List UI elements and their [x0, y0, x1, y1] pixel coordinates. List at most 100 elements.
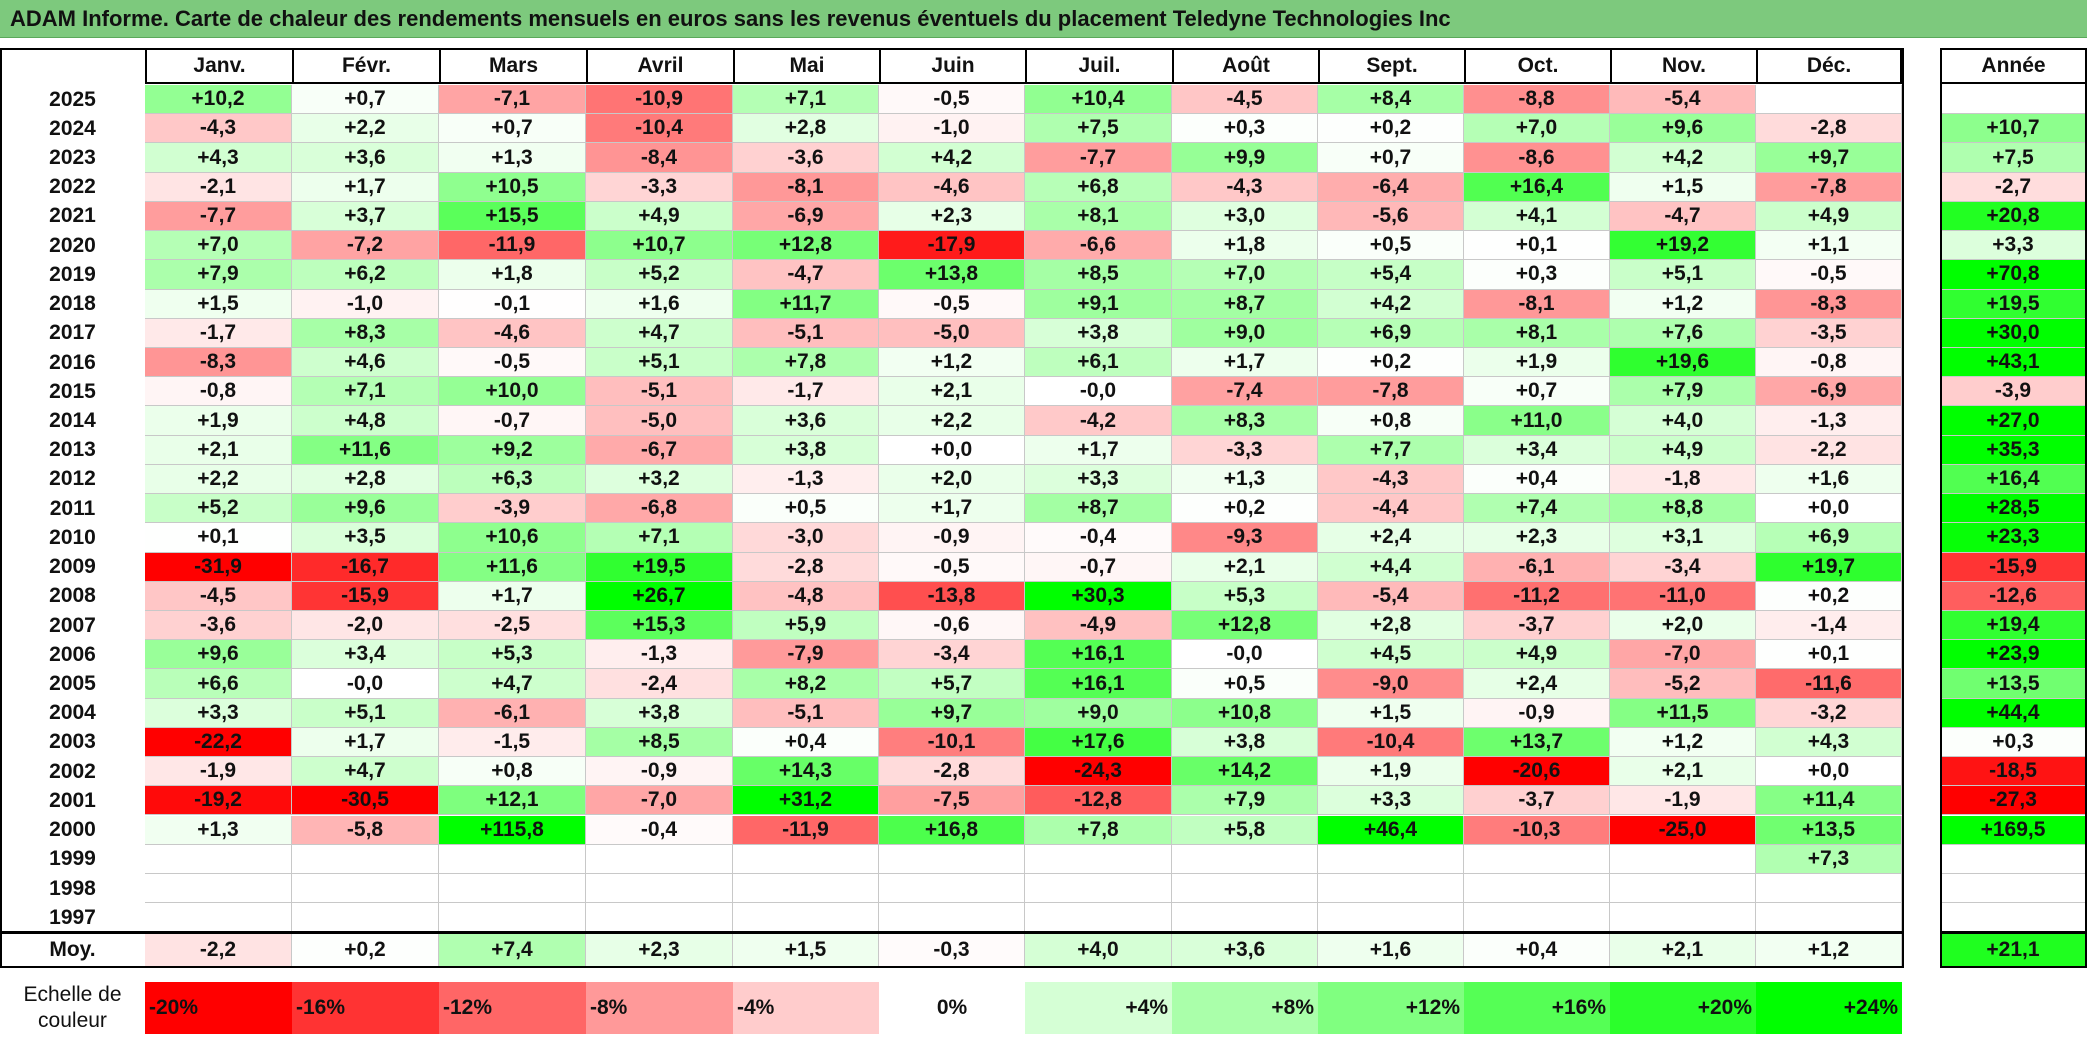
heatmap-cell: +2,3	[879, 201, 1025, 232]
annual-cell: +13,5	[1940, 669, 2087, 699]
heatmap-cell: -30,5	[292, 786, 439, 816]
heatmap-cell: -6,7	[586, 435, 733, 465]
heatmap-cell: -7,7	[145, 201, 292, 232]
heatmap-cell: +9,7	[879, 698, 1025, 728]
heatmap-cell: -8,1	[733, 172, 879, 202]
heatmap-cell: +19,2	[1610, 231, 1756, 261]
heatmap-cell: -15,9	[292, 581, 439, 611]
heatmap-cell: +3,8	[733, 435, 879, 465]
heatmap-cell: -1,5	[439, 727, 586, 758]
annual-cell: +7,5	[1940, 143, 2087, 173]
heatmap-cell: -4,5	[145, 581, 292, 611]
year-label: 2002	[49, 759, 96, 783]
year-label: 1998	[49, 876, 96, 900]
heatmap-cell	[1610, 873, 1756, 904]
heatmap-cell: -31,9	[145, 552, 292, 582]
heatmap-cell: +4,4	[1318, 552, 1464, 582]
heatmap-cell: +10,5	[439, 172, 586, 202]
heatmap-cell: -3,6	[733, 143, 879, 173]
heatmap-cell: +1,5	[145, 289, 292, 319]
annual-cell: -15,9	[1940, 552, 2087, 582]
month-header: Déc.	[1756, 48, 1902, 84]
month-header: Oct.	[1464, 48, 1612, 84]
heatmap-cell: +9,6	[292, 494, 439, 524]
heatmap-cell: +0,8	[1318, 406, 1464, 436]
heatmap-cell: -11,0	[1610, 581, 1756, 611]
heatmap-cell: +10,7	[586, 231, 733, 261]
average-cell: +7,4	[439, 932, 586, 968]
heatmap-cell: -7,7	[1025, 143, 1172, 173]
heatmap-cell: +3,1	[1610, 523, 1756, 553]
heatmap-cell: +2,4	[1318, 523, 1464, 553]
heatmap-cell: -4,4	[1318, 494, 1464, 524]
heatmap-cell: +7,9	[1610, 377, 1756, 407]
month-header: Juin	[879, 48, 1027, 84]
heatmap-cell: +10,8	[1172, 698, 1318, 728]
heatmap-cell: +1,9	[1464, 347, 1610, 378]
annual-cell: +27,0	[1940, 406, 2087, 436]
heatmap-cell: -4,8	[733, 581, 879, 611]
color-scale-swatch: -8%	[586, 982, 733, 1034]
year-label: 2000	[49, 818, 96, 842]
heatmap-cell: +9,2	[439, 435, 586, 465]
heatmap-cell: -8,1	[1464, 289, 1610, 319]
heatmap-cell: -1,0	[292, 289, 439, 319]
year-label: 2005	[49, 672, 96, 695]
title-bar: ADAM Informe. Carte de chaleur des rende…	[0, 0, 2087, 38]
heatmap-cell: +11,4	[1756, 786, 1902, 816]
heatmap-cell: -4,7	[733, 260, 879, 290]
heatmap-cell: -22,2	[145, 727, 292, 758]
heatmap-cell: +0,0	[879, 435, 1025, 465]
heatmap-cell: +1,2	[879, 347, 1025, 378]
month-header: Nov.	[1610, 48, 1758, 84]
heatmap-cell: +6,9	[1318, 318, 1464, 348]
annual-cell: +70,8	[1940, 260, 2087, 290]
year-label: 2024	[49, 116, 96, 140]
heatmap-cell: +3,3	[1318, 786, 1464, 816]
heatmap-cell: +1,2	[1610, 727, 1756, 758]
heatmap-cell: +0,1	[1756, 640, 1902, 670]
heatmap-cell	[733, 844, 879, 874]
heatmap-cell: +19,6	[1610, 347, 1756, 378]
heatmap-cell: +10,2	[145, 85, 292, 115]
heatmap-cell: +1,9	[1318, 757, 1464, 787]
heatmap-cell: -6,9	[733, 201, 879, 232]
heatmap-cell	[879, 903, 1025, 933]
heatmap-cell: +2,2	[145, 464, 292, 495]
heatmap-cell: +0,1	[1464, 231, 1610, 261]
annual-cell	[1940, 873, 2087, 904]
heatmap-cell: +0,7	[1318, 143, 1464, 173]
annual-cell: -2,7	[1940, 172, 2087, 202]
heatmap-cell: -3,2	[1756, 698, 1902, 728]
heatmap-cell	[1464, 903, 1610, 933]
heatmap-cell: -8,8	[1464, 85, 1610, 115]
heatmap-cell: -3,4	[1610, 552, 1756, 582]
heatmap-cell: +10,6	[439, 523, 586, 553]
heatmap-cell: -11,6	[1756, 669, 1902, 699]
heatmap-cell: +16,4	[1464, 172, 1610, 202]
heatmap-cell	[1025, 844, 1172, 874]
heatmap-cell: +0,7	[292, 85, 439, 115]
year-label: 2022	[49, 175, 96, 199]
year-label: 2018	[49, 292, 96, 316]
heatmap-cell	[1756, 873, 1902, 904]
heatmap-cell: +12,8	[733, 231, 879, 261]
heatmap-cell: +0,5	[1318, 231, 1464, 261]
heatmap-cell: -9,0	[1318, 669, 1464, 699]
heatmap-cell: +3,4	[292, 640, 439, 670]
heatmap-cell	[879, 844, 1025, 874]
heatmap-cell: +1,7	[439, 581, 586, 611]
heatmap-cell: +5,1	[292, 698, 439, 728]
heatmap-cell: +8,7	[1025, 494, 1172, 524]
heatmap-cell: +3,8	[586, 698, 733, 728]
heatmap-cell: +1,1	[1756, 231, 1902, 261]
heatmap-cell: -12,8	[1025, 786, 1172, 816]
heatmap-cell: -1,8	[1610, 464, 1756, 495]
year-label: 2009	[49, 555, 96, 579]
heatmap-cell: +9,6	[1610, 114, 1756, 144]
heatmap-cell	[292, 844, 439, 874]
heatmap-cell: +2,0	[1610, 610, 1756, 641]
heatmap-cell: +6,2	[292, 260, 439, 290]
heatmap-cell: +13,7	[1464, 727, 1610, 758]
heatmap-cell: -1,4	[1756, 610, 1902, 641]
